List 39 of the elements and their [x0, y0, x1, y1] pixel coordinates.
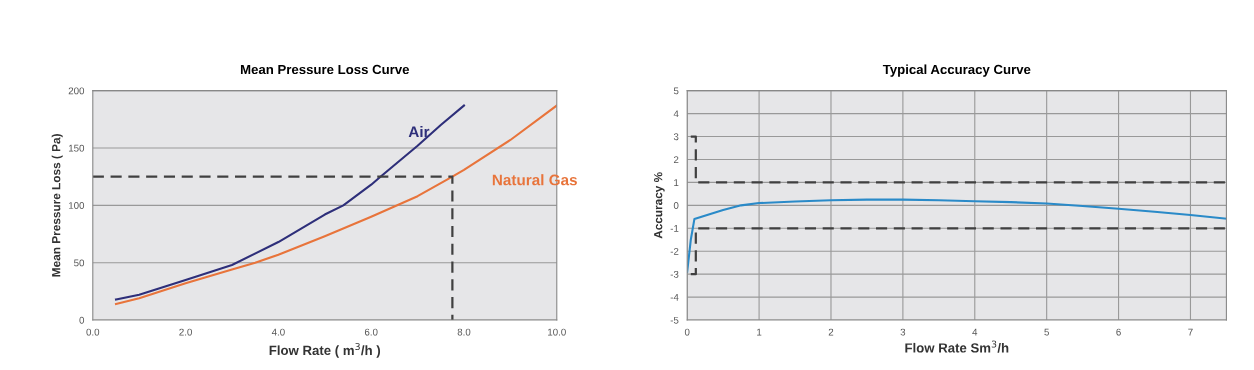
x-tick-label: 7 [1188, 328, 1193, 336]
y-tick-label: -2 [670, 247, 679, 255]
x-tick-label: 6 [1116, 328, 1121, 336]
chart-title: Mean Pressure Loss Curve [240, 64, 410, 75]
x-axis-title: Flow Rate ( m$^{3}$/h ) [269, 343, 381, 358]
y-tick-label: 0 [673, 202, 679, 209]
y-tick-label: 0 [79, 316, 85, 324]
y-tick-label: -3 [670, 270, 679, 278]
y-tick-label: 200 [68, 87, 85, 95]
y-axis-title: Mean Pressure Loss ( Pa) [51, 134, 63, 277]
x-tick-label: 3 [900, 328, 906, 336]
x-tick-label: 5 [1044, 328, 1049, 336]
y-tick-label: 150 [68, 144, 85, 152]
y-tick-label: 100 [68, 202, 85, 209]
y-tick-label: -1 [670, 225, 679, 232]
x-axis-title: Flow Rate Sm$^{3}$/h [905, 340, 1009, 353]
chart-title: Typical Accuracy Curve [882, 64, 1031, 77]
y-tick-label: 5 [673, 87, 679, 95]
x-tick-label: 8.0 [457, 328, 471, 336]
x-tick-label: 4.0 [271, 328, 285, 336]
series-label: Air [408, 125, 430, 138]
y-tick-label: -5 [670, 316, 679, 324]
x-tick-label: 1 [757, 328, 762, 336]
y-tick-label: 3 [673, 133, 679, 141]
x-tick-label: 4 [972, 328, 978, 336]
y-tick-label: 2 [673, 156, 679, 163]
x-tick-label: 6.0 [364, 328, 378, 336]
x-tick-label: 0 [684, 328, 690, 336]
y-tick-label: 1 [674, 179, 679, 186]
y-axis-title: Accuracy % [654, 172, 665, 239]
x-tick-label: 2.0 [179, 328, 192, 336]
x-tick-label: 0.0 [86, 328, 100, 336]
line-series [114, 104, 466, 301]
y-tick-label: 50 [74, 259, 85, 267]
x-tick-label: 10.0 [548, 328, 566, 336]
x-tick-label: 2 [828, 328, 834, 336]
y-tick-label: 4 [673, 110, 679, 118]
series-label: Natural Gas [492, 174, 577, 186]
y-tick-label: -4 [670, 293, 679, 301]
